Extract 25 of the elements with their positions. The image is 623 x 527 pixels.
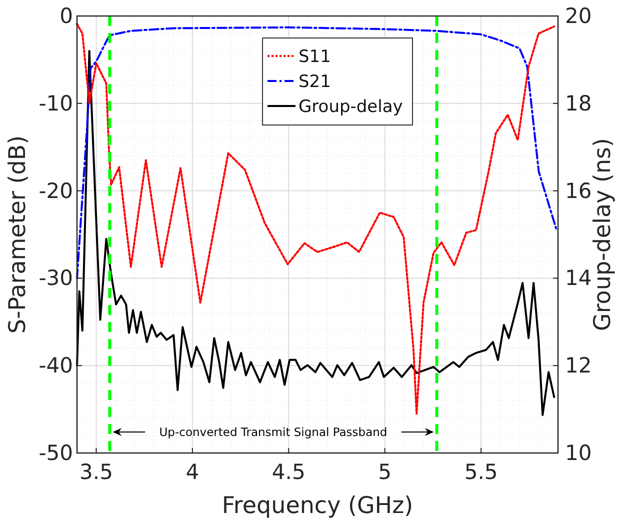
y-tick-label: -50 xyxy=(38,441,73,465)
x-tick-label: 4.5 xyxy=(272,460,306,484)
legend-label: S11 xyxy=(298,47,331,67)
line-series xyxy=(76,26,558,280)
x-axis-title: Frequency (GHz) xyxy=(222,493,414,519)
y-tick-label: -20 xyxy=(38,178,73,203)
x-tick-label: 3.5 xyxy=(80,460,113,484)
legend-label: Group-delay xyxy=(298,97,403,117)
y2-tick-label: 20 xyxy=(565,4,592,28)
y2-axis-title: Group-delay (ns) xyxy=(590,138,616,331)
y2-tick-label: 18 xyxy=(565,91,592,116)
annotation: Up-converted Transmit Signal Passband xyxy=(159,425,388,439)
x-tick-label: 5.5 xyxy=(464,460,498,484)
x-tick-label: 4 xyxy=(186,460,200,484)
y2-tick-label: 14 xyxy=(565,266,592,290)
y2-tick-label: 16 xyxy=(565,178,592,203)
y-tick-label: -40 xyxy=(38,354,73,378)
y-axis-title: S-Parameter (dB) xyxy=(5,135,31,334)
y2-tick-label: 10 xyxy=(565,441,592,465)
y-tick-label: 0 xyxy=(60,4,73,28)
y-tick-label: -10 xyxy=(38,91,73,116)
y2-tick-label: 12 xyxy=(565,354,592,378)
x-tick-label: 5 xyxy=(378,460,392,484)
legend-label: S21 xyxy=(298,72,331,92)
y-tick-label: -30 xyxy=(38,266,73,290)
